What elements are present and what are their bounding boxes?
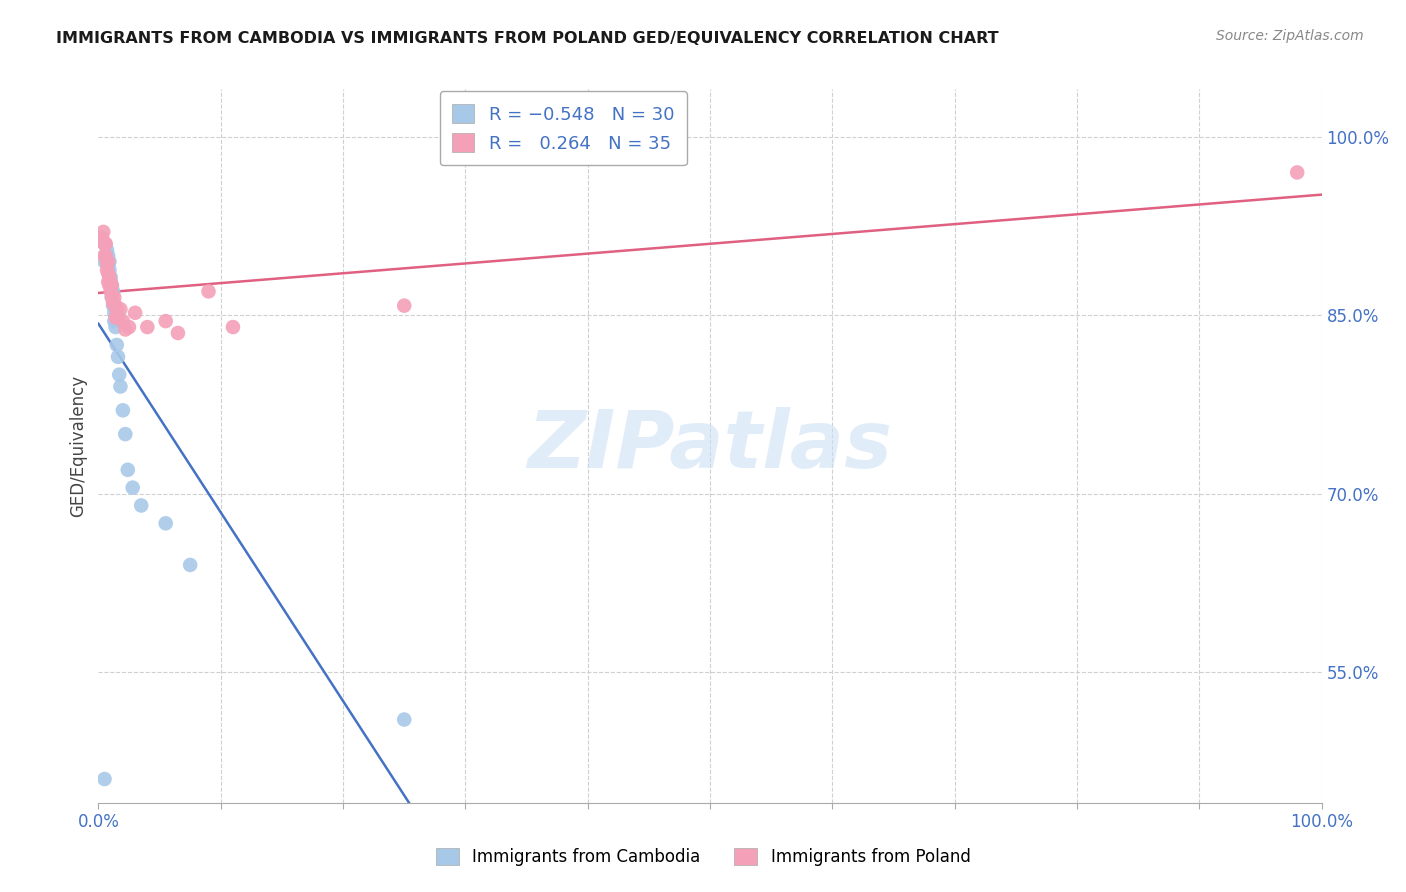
- Legend: Immigrants from Cambodia, Immigrants from Poland: Immigrants from Cambodia, Immigrants fro…: [427, 840, 979, 875]
- Text: ZIPatlas: ZIPatlas: [527, 407, 893, 485]
- Y-axis label: GED/Equivalency: GED/Equivalency: [69, 375, 87, 517]
- Point: [97, 258, 120, 272]
- Point: [93, 254, 115, 268]
- Point: [155, 314, 177, 328]
- Point: [97, 275, 120, 289]
- Point: [114, 322, 136, 336]
- Point: [93, 249, 115, 263]
- Point: [100, 278, 122, 293]
- Point: [98, 270, 121, 285]
- Point: [98, 278, 121, 293]
- Point: [103, 306, 125, 320]
- Point: [392, 713, 416, 727]
- Point: [93, 236, 115, 251]
- Point: [121, 481, 143, 495]
- Point: [104, 320, 127, 334]
- Point: [101, 290, 124, 304]
- Point: [100, 275, 122, 289]
- Point: [101, 278, 124, 293]
- Point: [93, 772, 115, 786]
- Point: [98, 263, 121, 277]
- Point: [103, 314, 125, 328]
- Point: [136, 320, 159, 334]
- Point: [101, 290, 124, 304]
- Point: [1286, 165, 1309, 179]
- Point: [94, 249, 117, 263]
- Point: [222, 320, 245, 334]
- Text: Source: ZipAtlas.com: Source: ZipAtlas.com: [1216, 29, 1364, 43]
- Point: [94, 236, 117, 251]
- Point: [104, 310, 127, 325]
- Point: [108, 368, 131, 382]
- Point: [97, 267, 120, 281]
- Point: [91, 225, 114, 239]
- Legend: R = −0.548   N = 30, R =   0.264   N = 35: R = −0.548 N = 30, R = 0.264 N = 35: [440, 91, 686, 165]
- Point: [392, 299, 416, 313]
- Point: [117, 463, 139, 477]
- Point: [111, 403, 134, 417]
- Point: [100, 270, 122, 285]
- Point: [129, 499, 152, 513]
- Point: [103, 290, 125, 304]
- Point: [91, 231, 114, 245]
- Point: [97, 249, 120, 263]
- Point: [114, 427, 136, 442]
- Text: IMMIGRANTS FROM CAMBODIA VS IMMIGRANTS FROM POLAND GED/EQUIVALENCY CORRELATION C: IMMIGRANTS FROM CAMBODIA VS IMMIGRANTS F…: [56, 31, 998, 46]
- Point: [105, 338, 128, 352]
- Point: [105, 302, 128, 317]
- Point: [96, 263, 118, 277]
- Point: [101, 278, 124, 293]
- Point: [101, 285, 124, 299]
- Point: [155, 516, 177, 531]
- Point: [111, 314, 134, 328]
- Point: [101, 296, 124, 310]
- Point: [96, 254, 118, 268]
- Point: [107, 350, 129, 364]
- Point: [167, 326, 190, 340]
- Point: [98, 254, 121, 268]
- Point: [179, 558, 201, 572]
- Point: [107, 310, 129, 325]
- Point: [124, 306, 146, 320]
- Point: [104, 299, 127, 313]
- Point: [97, 254, 120, 268]
- Point: [101, 299, 124, 313]
- Point: [110, 302, 132, 317]
- Point: [100, 285, 122, 299]
- Point: [96, 243, 118, 257]
- Point: [90, 231, 112, 245]
- Point: [197, 285, 219, 299]
- Point: [118, 320, 141, 334]
- Point: [110, 379, 132, 393]
- Point: [93, 236, 115, 251]
